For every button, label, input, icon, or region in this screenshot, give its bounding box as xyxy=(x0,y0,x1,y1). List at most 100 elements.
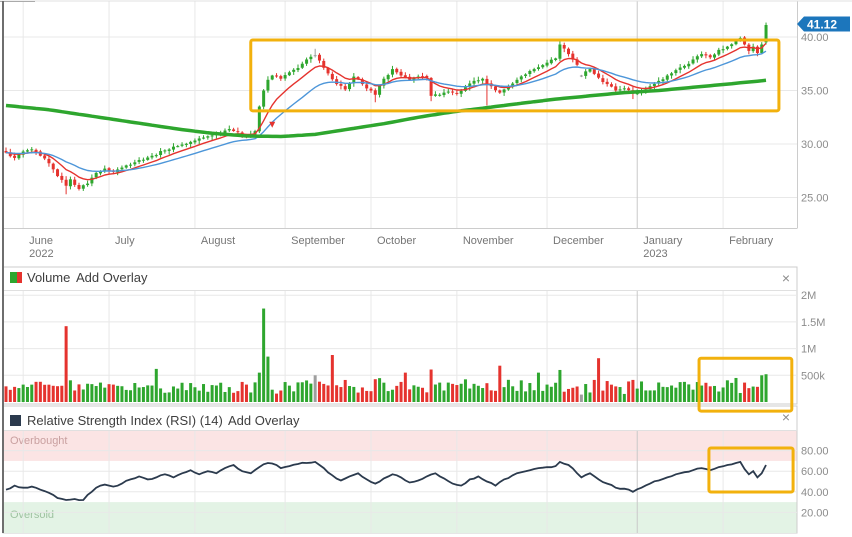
volume-bar xyxy=(528,383,532,402)
rsi-add-overlay-button[interactable]: Add Overlay xyxy=(228,413,300,428)
candle-body xyxy=(343,86,347,90)
volume-bar xyxy=(120,386,124,402)
candle-body xyxy=(567,48,571,55)
volume-bar xyxy=(305,380,309,402)
volume-bar xyxy=(416,386,420,402)
volume-bar xyxy=(429,369,433,402)
volume-bar xyxy=(382,382,386,402)
candle-body xyxy=(609,84,613,87)
candle-body xyxy=(257,106,261,132)
volume-bar xyxy=(708,386,712,402)
candle-body xyxy=(390,69,394,75)
volume-bar xyxy=(360,387,364,402)
volume-bar xyxy=(210,385,214,402)
volume-bar xyxy=(408,389,412,402)
rsi-y-tick-label: 80.00 xyxy=(801,446,829,458)
candle-body xyxy=(330,73,334,80)
volume-bar xyxy=(206,391,210,402)
volume-bar xyxy=(129,390,133,402)
volume-bar xyxy=(326,385,330,402)
volume-bar xyxy=(339,387,343,402)
volume-bar xyxy=(494,390,498,402)
volume-bar xyxy=(618,387,622,402)
volume-bar xyxy=(330,355,334,402)
candle-body xyxy=(614,86,618,91)
volume-bar xyxy=(678,382,682,402)
candle-body xyxy=(528,70,532,75)
annotation-layer xyxy=(249,38,795,494)
volume-bar xyxy=(601,390,605,402)
candle-body xyxy=(227,129,231,131)
volume-bar xyxy=(670,385,674,402)
volume-bar xyxy=(665,387,669,402)
candle-body xyxy=(622,88,626,90)
x-axis-month-label: August xyxy=(201,235,235,247)
volume-bar xyxy=(700,385,704,402)
volume-bar xyxy=(309,383,313,402)
candle-body xyxy=(498,90,502,93)
volume-bar xyxy=(167,392,171,402)
candle-body xyxy=(468,83,472,88)
candle-body xyxy=(369,88,373,91)
candle-body xyxy=(171,146,175,150)
volume-bar xyxy=(214,385,218,402)
candle-body xyxy=(86,183,90,186)
price-plot[interactable] xyxy=(3,1,797,228)
candle-body xyxy=(60,175,64,180)
volume-bar xyxy=(605,381,609,402)
rsi-close-button[interactable]: × xyxy=(782,409,790,425)
volume-plot[interactable] xyxy=(2,266,798,405)
candle-body xyxy=(133,162,137,165)
volume-bar xyxy=(64,326,68,402)
candle-body xyxy=(300,63,304,68)
rsi-line xyxy=(5,460,767,502)
candle-body xyxy=(25,150,29,152)
volume-close-button[interactable]: × xyxy=(782,270,790,286)
volume-bar xyxy=(751,386,755,402)
volume-bar xyxy=(421,387,425,402)
candle-body xyxy=(296,68,300,71)
candle-body xyxy=(262,90,266,107)
candle-body xyxy=(670,73,674,76)
volume-bar xyxy=(579,394,583,402)
event-marker xyxy=(269,121,276,128)
volume-bar xyxy=(184,390,188,402)
volume-legend-label: Volume xyxy=(27,270,70,285)
candle-body xyxy=(597,73,601,78)
volume-bar xyxy=(747,388,751,402)
candle-body xyxy=(704,54,708,56)
volume-bar xyxy=(266,356,270,402)
candle-body xyxy=(588,69,592,72)
candle-body xyxy=(107,168,111,171)
candle-body xyxy=(56,169,60,177)
candle-body xyxy=(511,83,515,87)
volume-bar xyxy=(292,391,296,402)
volume-bar xyxy=(640,381,644,402)
volume-bar xyxy=(43,384,47,402)
candle-body xyxy=(13,155,17,158)
rsi-legend-icon xyxy=(10,415,21,426)
candle-body xyxy=(287,72,291,76)
volume-bar xyxy=(275,393,279,402)
candle-body xyxy=(485,78,489,84)
candle-body xyxy=(176,146,180,148)
x-axis-month-label: December xyxy=(553,235,604,247)
candle-body xyxy=(378,85,382,95)
x-axis-month-label: July xyxy=(115,235,135,247)
x-axis-month-label: November xyxy=(463,235,514,247)
x-axis-month-label: February xyxy=(729,235,774,247)
candle-body xyxy=(652,83,656,87)
rsi-panel: Relative Strength Index (RSI) (14) Add O… xyxy=(2,405,829,534)
candle-body xyxy=(403,75,407,78)
candle-body xyxy=(223,130,227,134)
ma-slow-line xyxy=(5,50,767,172)
volume-add-overlay-button[interactable]: Add Overlay xyxy=(76,270,148,285)
candle-body xyxy=(584,71,588,76)
x-axis-year-label: 2023 xyxy=(643,248,667,260)
volume-bar xyxy=(682,381,686,402)
candle-body xyxy=(47,158,51,164)
volume-bar xyxy=(111,384,115,402)
volume-bar xyxy=(21,384,25,402)
candle-body xyxy=(30,149,34,151)
